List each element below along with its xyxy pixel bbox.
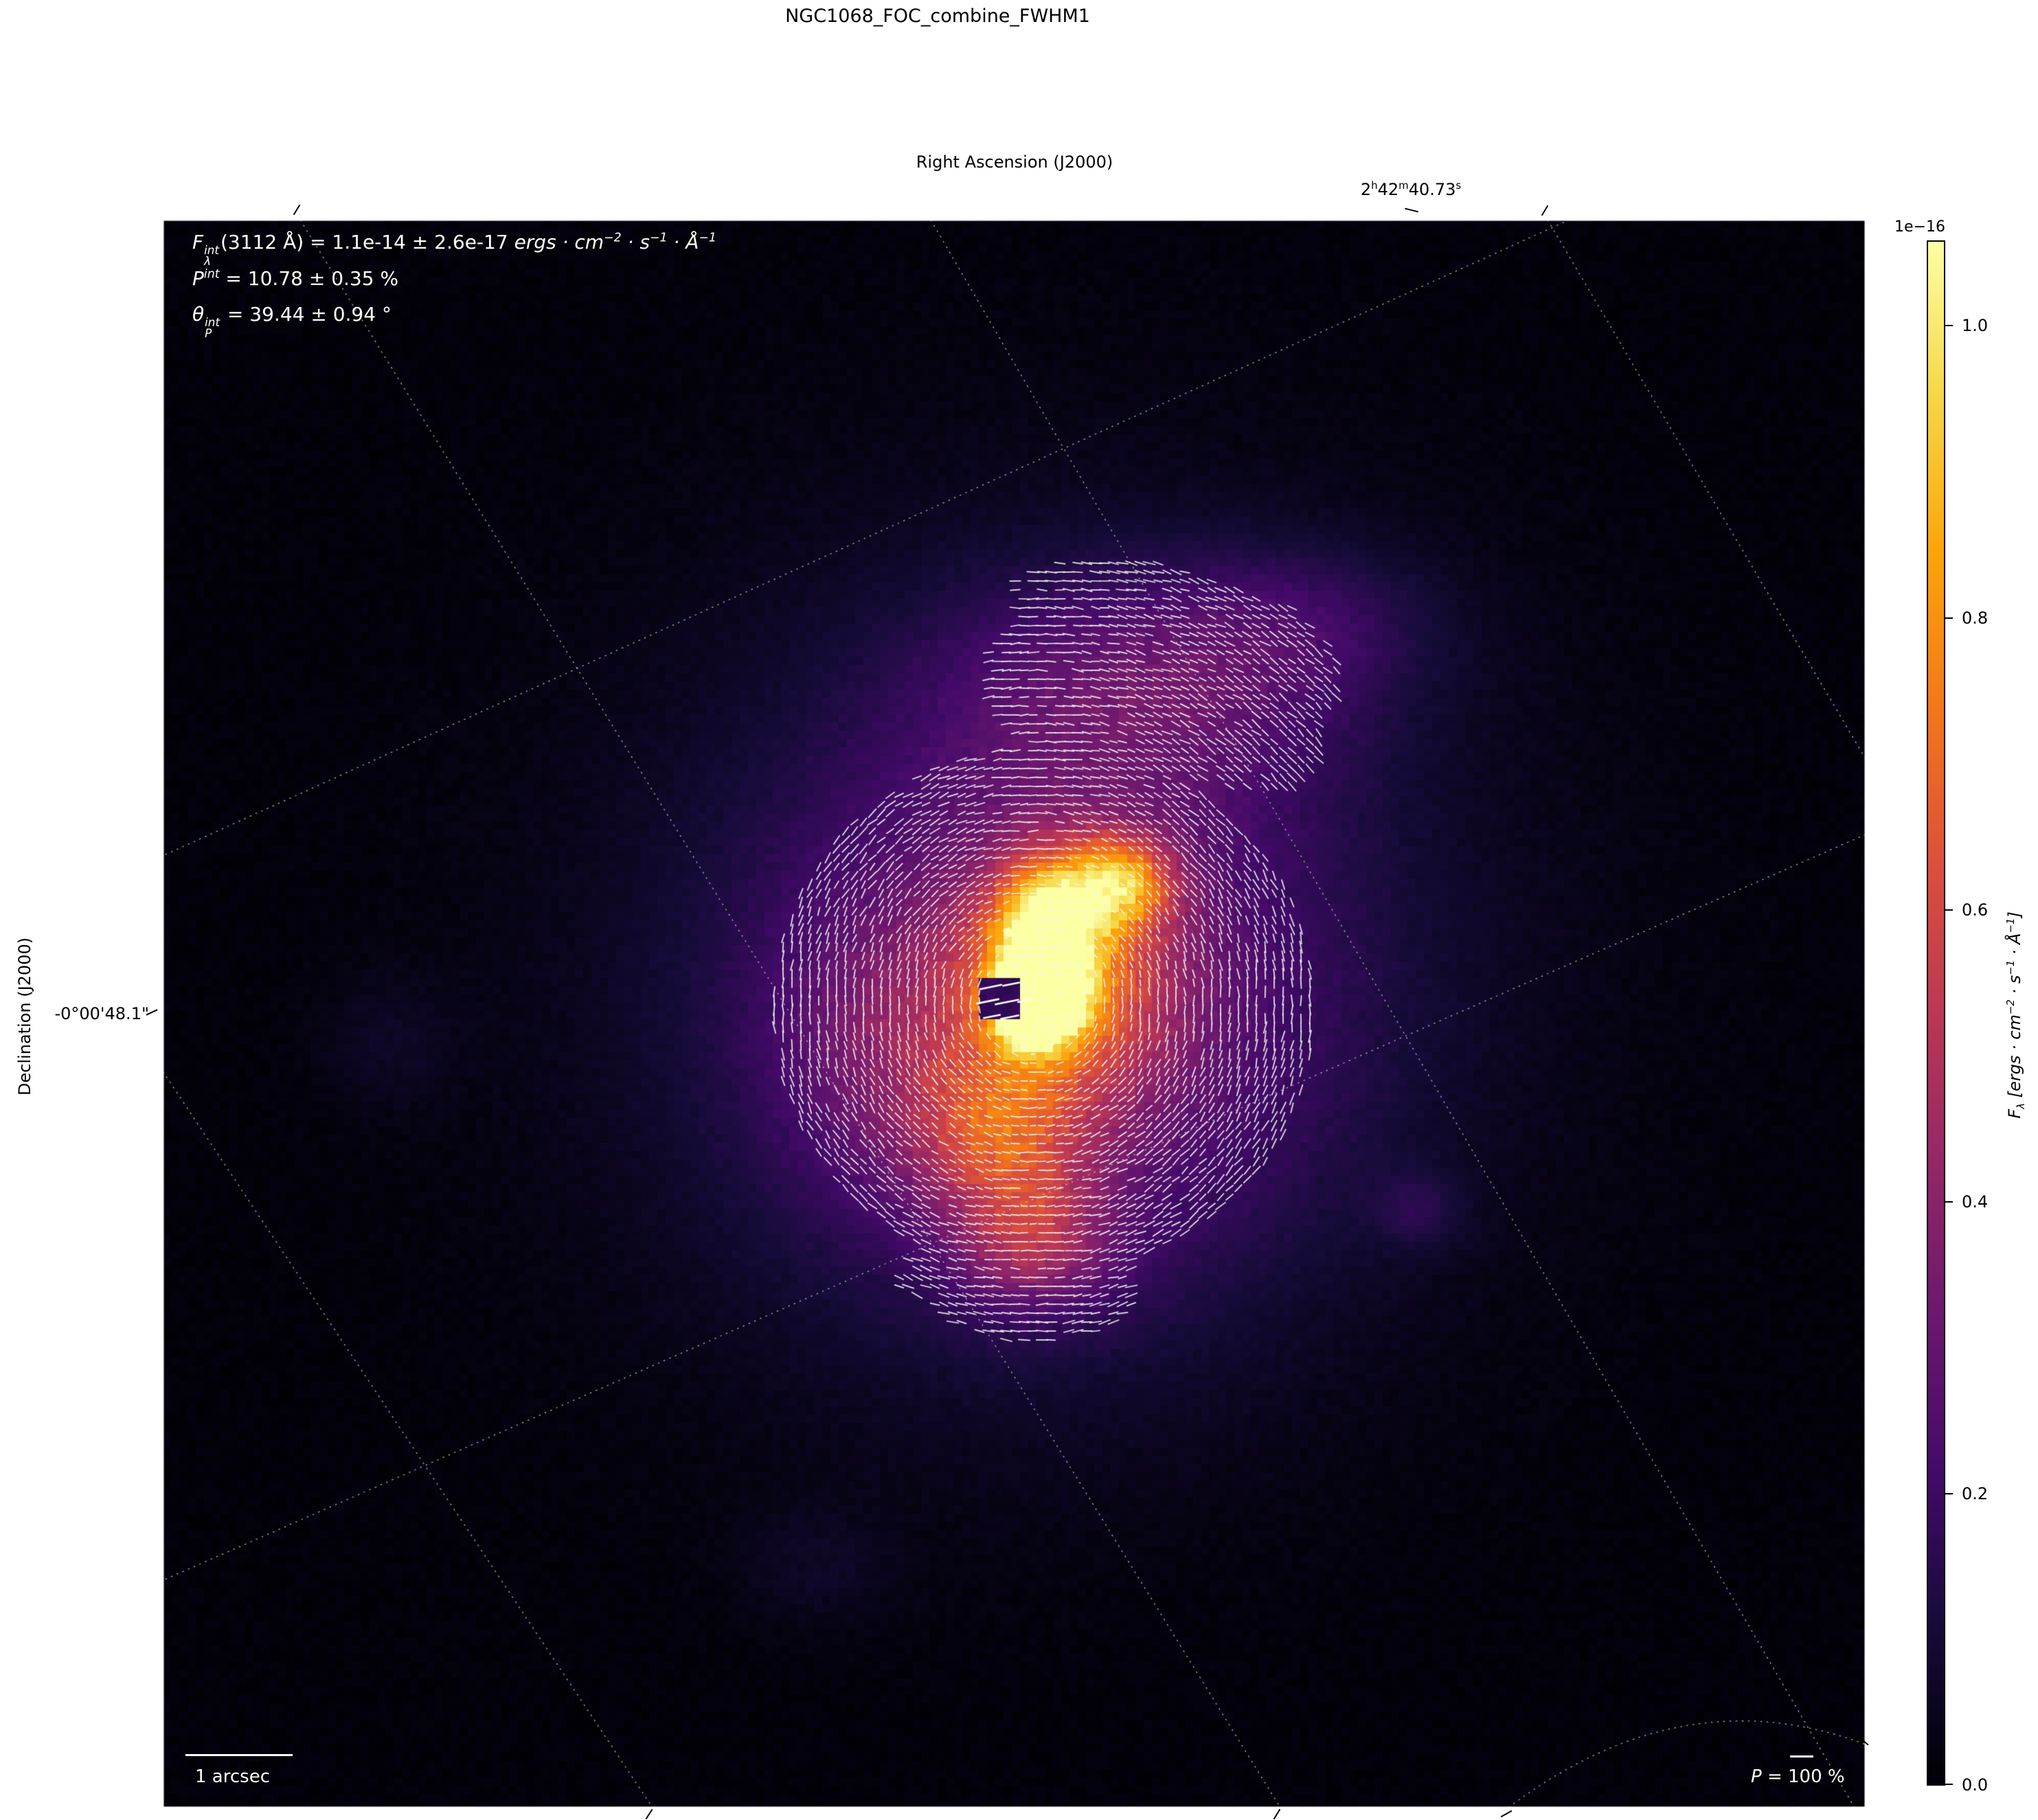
axis-tick-top-1: [293, 204, 301, 216]
colorbar-ticklabel: 0.6: [1962, 900, 1989, 920]
colorbar-tick-0.4: [1945, 1201, 1953, 1203]
colorbar-tick-0.6: [1945, 909, 1953, 911]
colorbar-tick-0.2: [1945, 1493, 1953, 1494]
colorbar-ticklabel: 0.8: [1962, 608, 1989, 628]
flux-map-canvas: [163, 220, 1866, 1808]
polarization-reference-label: P = 100 %: [1751, 1766, 1845, 1787]
axis-tick-top-ra: [1405, 207, 1418, 213]
arcsec-scalebar: [185, 1754, 293, 1756]
colorbar-tick-0.0: [1945, 1784, 1953, 1785]
colorbar-ticklabel: 1.0: [1962, 316, 1989, 335]
colorbar-ticklabel: 0.4: [1962, 1192, 1989, 1212]
polarization-annotation: Pint = 10.78 ± 0.35 %: [192, 267, 399, 290]
axis-tick-bottom-3: [1500, 1810, 1513, 1818]
colorbar: [1927, 240, 1945, 1786]
axis-tick-bottom-2: [1273, 1808, 1281, 1820]
colorbar-tick-0.8: [1945, 617, 1953, 619]
ra-tick-label: 2h42m40.73s: [1360, 179, 1462, 199]
dec-axis-label: Declination (J2000): [15, 937, 34, 1096]
colorbar-tick-1.0: [1945, 325, 1953, 326]
dec-tick-label: -0°00'48.1": [54, 1004, 149, 1023]
figure-title: NGC1068_FOC_combine_FWHM1: [785, 5, 1090, 27]
polarization-reference-bar: [1790, 1755, 1813, 1758]
axis-tick-top-2: [1541, 205, 1549, 216]
axis-tick-bottom-1: [645, 1808, 653, 1820]
colorbar-axis-label: Fλ [ergs · cm−2 · s−1 · Å−1]: [2004, 911, 2027, 1119]
arcsec-scalebar-label: 1 arcsec: [195, 1766, 270, 1787]
colorbar-ticklabel: 0.0: [1962, 1775, 1989, 1795]
angle-annotation: θ int P = 39.44 ± 0.94 °: [192, 303, 392, 341]
colorbar-ticklabel: 0.2: [1962, 1484, 1989, 1503]
ra-axis-label: Right Ascension (J2000): [916, 152, 1113, 172]
colorbar-offset-label: 1e−16: [1894, 218, 1945, 236]
